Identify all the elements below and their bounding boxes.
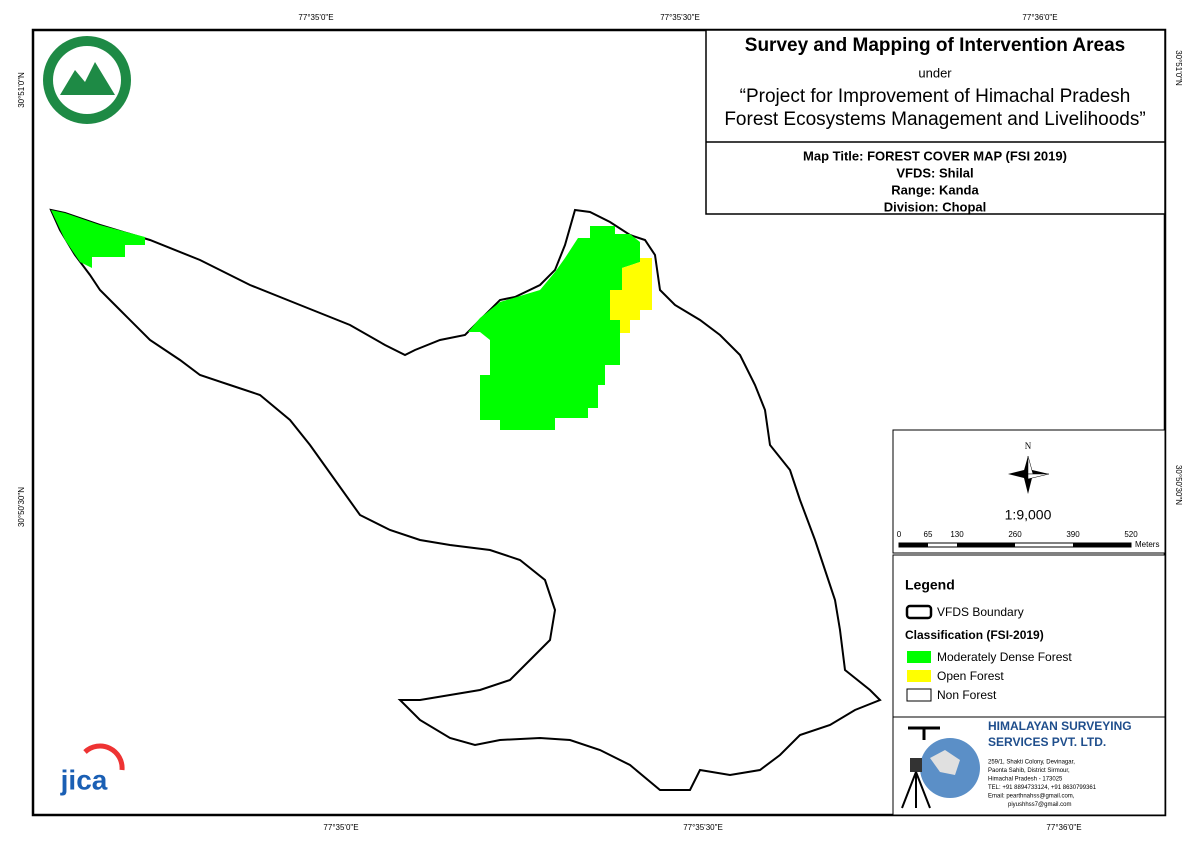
scale-segment (1073, 543, 1131, 547)
moderately-dense-forest (468, 226, 640, 430)
legend-subtitle: Classification (FSI-2019) (905, 628, 1044, 642)
address-line: TEL: +91 8894733124, +91 8630799361 (988, 785, 1097, 791)
jica-text: jica (60, 764, 108, 795)
header-box (705, 29, 1166, 215)
scale-tick-label: 520 (1124, 530, 1138, 539)
legend-swatch (907, 651, 931, 663)
moderately-dense-forest (51, 210, 145, 268)
legend-items: Moderately Dense Forest Open Forest Non Fo… (906, 650, 1072, 702)
legend-label: VFDS Boundary (937, 605, 1024, 619)
legend-label: Non Forest (937, 688, 997, 702)
address-line: 259/1, Shakti Colony, Devinagar, (988, 760, 1075, 766)
vfds-boundary (49, 208, 882, 791)
map-info: Map Title: FOREST COVER MAP (FSI 2019) VF… (803, 148, 1067, 214)
coord-label: 77°35'0"E (323, 823, 358, 832)
coord-label: 30°51'0"N (17, 72, 26, 108)
scale-bar: 0 65 130 260 390 520 (897, 530, 1138, 548)
scale-tick-label: 390 (1066, 530, 1080, 539)
header-under: under (918, 65, 952, 80)
map-info-line: Division: Chopal (884, 199, 987, 214)
address-line: Himachal Pradesh - 173025 (988, 777, 1063, 783)
jica-logo: jica (60, 743, 125, 795)
scale-box (892, 429, 1166, 554)
forest-dept-logo (43, 36, 131, 124)
map-info-line: VFDS: Shilal (896, 165, 973, 180)
address-line: Email: pearthnahss@gmail.com, (988, 794, 1075, 800)
scale-tick-label: 130 (950, 530, 964, 539)
scale-tick-label: 260 (1008, 530, 1022, 539)
scale-tick-label: 65 (924, 530, 933, 539)
map-info-line: Range: Kanda (891, 182, 979, 197)
address-line: piyushhss7@gmail.com (1008, 802, 1071, 808)
project-line: Forest Ecosystems Management and Livelih… (724, 109, 1145, 130)
north-arrow (1008, 455, 1050, 494)
company-address: 259/1, Shakti Colony, Devinagar, Paonta S… (988, 760, 1097, 809)
map-frame (31, 28, 1167, 817)
coord-label: 30°50'30"N (1174, 465, 1183, 505)
coord-label: 77°36'0"E (1022, 13, 1057, 22)
coord-label: 30°51'0"N (1174, 50, 1183, 86)
address-line: Paonta Sahib, District Sirmour, (988, 768, 1070, 774)
open-forest (610, 258, 652, 333)
company-name: SERVICES PVT. LTD. (988, 735, 1106, 749)
legend-swatch (907, 670, 931, 682)
project-line: “Project for Improvement of Himachal Pra… (740, 86, 1131, 107)
header-title: Survey and Mapping of Intervention Areas (745, 35, 1125, 56)
map-info-line: Map Title: FOREST COVER MAP (FSI 2019) (803, 148, 1067, 163)
coord-label: 77°36'0"E (1046, 823, 1081, 832)
coord-label: 30°50'30"N (17, 487, 26, 527)
legend-label: Open Forest (937, 669, 1004, 683)
scale-ratio: 1:9,000 (1005, 507, 1052, 523)
company-logo (901, 726, 980, 809)
coord-label: 77°35'0"E (298, 13, 333, 22)
scale-segment (957, 543, 1015, 547)
legend-title: Legend (905, 577, 955, 593)
boundary-swatch (905, 604, 933, 620)
legend-swatch (906, 688, 932, 702)
scale-unit: Meters (1135, 540, 1159, 549)
scale-tick-label: 0 (897, 530, 902, 539)
north-label: N (1025, 441, 1032, 451)
legend-label: Moderately Dense Forest (937, 650, 1072, 664)
legend-box (892, 554, 1166, 718)
scale-segment (899, 543, 928, 547)
coord-label: 77°35'30"E (683, 823, 723, 832)
company-name: HIMALAYAN SURVEYING (988, 719, 1132, 733)
coord-label: 77°35'30"E (660, 13, 700, 22)
